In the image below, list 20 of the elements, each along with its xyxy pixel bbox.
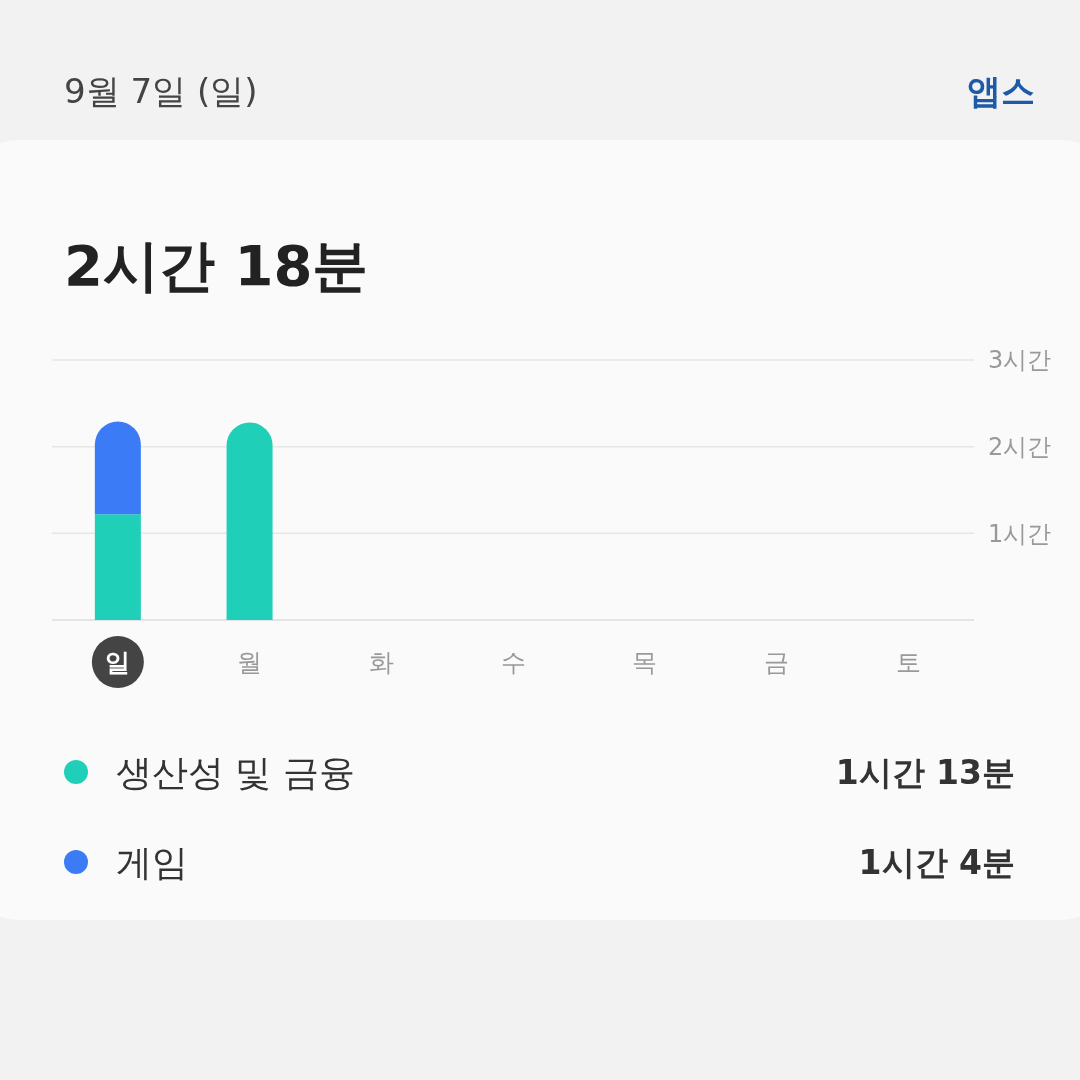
bar [94,421,141,515]
legend-label: 게임 [116,842,188,883]
text: 앱스 [967,71,1035,111]
text: 1시간 13분 [835,753,1015,792]
y-tick-label: 2시간 [988,432,1052,461]
x-tick-label: 목 [632,648,658,677]
x-tick-label: 수 [500,648,526,677]
y-tick-label: 1시간 [988,519,1052,548]
chart-subtitle: 9월 7일 (일) [64,71,258,111]
text: 1시간 4분 [858,843,1015,882]
x-tick-label: 화 [368,648,394,677]
bar [94,514,141,620]
x-tick-label: 월 [237,648,263,677]
legend-label: 생산성 및 금융 [116,752,355,793]
bar [226,422,273,620]
x-tick-label: 금 [763,648,789,677]
x-tick-label: 일 [105,648,131,677]
x-tick-label: 토 [895,648,921,677]
chart-title: 2시간 18분 [64,233,369,298]
y-tick-label: 3시간 [988,346,1052,375]
